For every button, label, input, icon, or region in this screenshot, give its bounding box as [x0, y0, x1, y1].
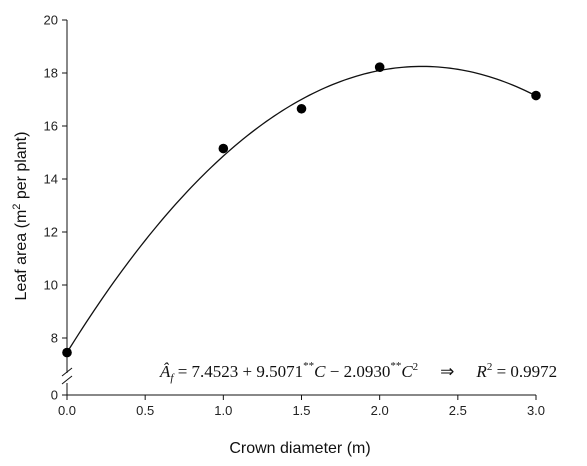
data-point — [218, 143, 229, 154]
data-point — [374, 62, 385, 72]
regression-equation: Âf = 7.4523 + 9.5071**C − 2.0930**C2 ⇒ R2 … — [159, 360, 557, 384]
x-tick-label: 1.0 — [214, 403, 232, 418]
data-points — [62, 62, 541, 358]
y-axis-break-mark — [61, 367, 73, 385]
x-tick-label: 2.0 — [371, 403, 389, 418]
x-tick-label: 0.5 — [136, 403, 154, 418]
y-axis-title: Leaf area (m2 per plant) — [11, 132, 30, 301]
y-tick-label: 0 — [51, 388, 58, 403]
y-tick-label: 14 — [44, 172, 58, 187]
y-tick-label: 8 — [51, 331, 58, 346]
x-tick-label: 3.0 — [527, 403, 545, 418]
y-tick-label: 10 — [44, 278, 58, 293]
x-tick-label: 1.5 — [292, 403, 310, 418]
axes: 0.0 0.5 1.0 1.5 2.0 2.5 3.0 0 8 10 12 14 16 18 20 — [44, 13, 546, 419]
y-tick-label: 16 — [44, 119, 58, 134]
y-ticks: 0 8 10 12 14 16 18 20 — [44, 13, 67, 403]
data-point — [296, 103, 307, 114]
x-axis-title: Crown diameter (m) — [229, 440, 370, 457]
fit-curve — [66, 65, 537, 353]
data-point — [62, 347, 72, 358]
x-tick-label: 0.0 — [58, 403, 76, 418]
y-tick-label: 20 — [44, 13, 58, 28]
y-tick-label: 12 — [44, 225, 58, 240]
y-tick-label: 18 — [44, 66, 58, 81]
data-point — [531, 90, 541, 101]
x-ticks: 0.0 0.5 1.0 1.5 2.0 2.5 3.0 — [58, 395, 545, 418]
x-tick-label: 2.5 — [449, 403, 467, 418]
